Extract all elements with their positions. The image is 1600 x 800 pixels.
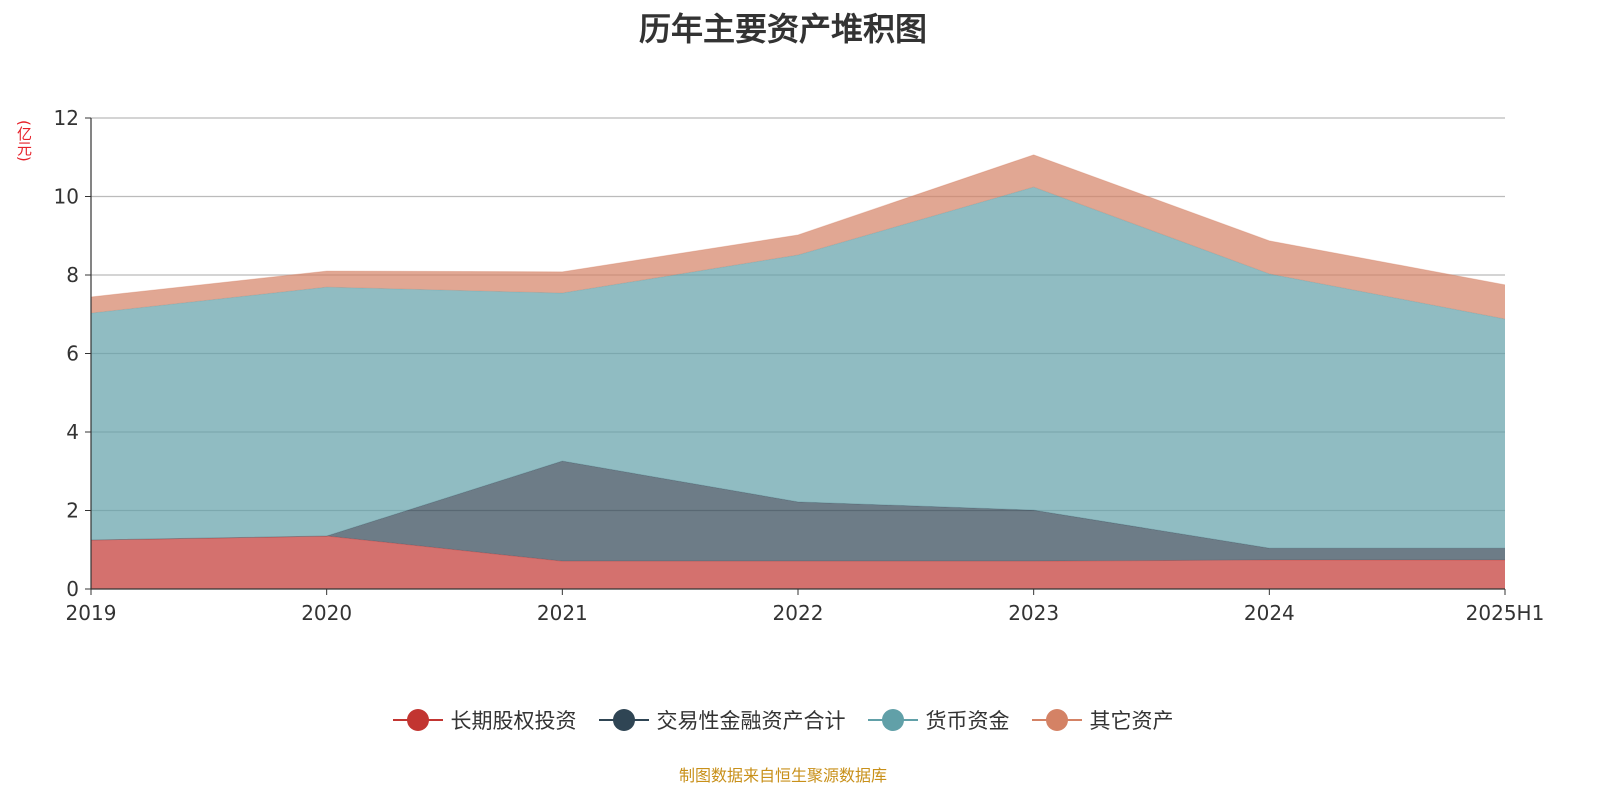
y-tick-label: 0 bbox=[66, 577, 79, 601]
legend-marker-icon bbox=[598, 709, 649, 731]
x-tick-label: 2025H1 bbox=[1466, 601, 1545, 625]
y-tick-label: 12 bbox=[54, 106, 79, 130]
x-tick-label: 2020 bbox=[301, 601, 352, 625]
x-tick-label: 2019 bbox=[66, 601, 117, 625]
legend-item[interactable]: 交易性金融资产合计 bbox=[598, 705, 846, 735]
legend-item[interactable]: 货币资金 bbox=[867, 705, 1010, 735]
legend-item[interactable]: 长期股权投资 bbox=[392, 705, 577, 735]
legend-label: 交易性金融资产合计 bbox=[656, 709, 846, 733]
legend-label: 长期股权投资 bbox=[450, 709, 577, 733]
legend-marker-icon bbox=[1031, 709, 1082, 731]
chart-title: 历年主要资产堆积图 bbox=[638, 10, 927, 48]
legend-item[interactable]: 其它资产 bbox=[1031, 705, 1174, 735]
y-tick-label: 4 bbox=[66, 420, 79, 444]
area-series-2 bbox=[91, 187, 1505, 549]
y-tick-label: 8 bbox=[66, 263, 79, 287]
x-tick-label: 2021 bbox=[537, 601, 588, 625]
y-axis-unit: (亿元) bbox=[15, 120, 33, 162]
area-series-0 bbox=[91, 536, 1505, 589]
y-tick-label: 2 bbox=[66, 499, 79, 523]
y-tick-label: 6 bbox=[66, 342, 79, 366]
x-tick-label: 2022 bbox=[773, 601, 824, 625]
legend: 长期股权投资 交易性金融资产合计 货币资金 其它资产 bbox=[0, 705, 1566, 735]
legend-marker-icon bbox=[392, 709, 443, 731]
data-source-note: 制图数据来自恒生聚源数据库 bbox=[678, 766, 887, 785]
y-tick-label: 10 bbox=[54, 185, 79, 209]
legend-marker-icon bbox=[867, 709, 918, 731]
stacked-area-chart: 0 2 4 6 8 10 12 2019 2020 2021 2022 2023 2024 2025H1 bbox=[54, 106, 1545, 625]
legend-label: 货币资金 bbox=[925, 709, 1010, 733]
x-tick-label: 2024 bbox=[1244, 601, 1295, 625]
area-series-1 bbox=[91, 461, 1505, 562]
legend-label: 其它资产 bbox=[1089, 709, 1174, 733]
x-tick-label: 2023 bbox=[1008, 601, 1059, 625]
area-series-3 bbox=[91, 154, 1505, 319]
line-series-3 bbox=[90, 154, 1506, 298]
